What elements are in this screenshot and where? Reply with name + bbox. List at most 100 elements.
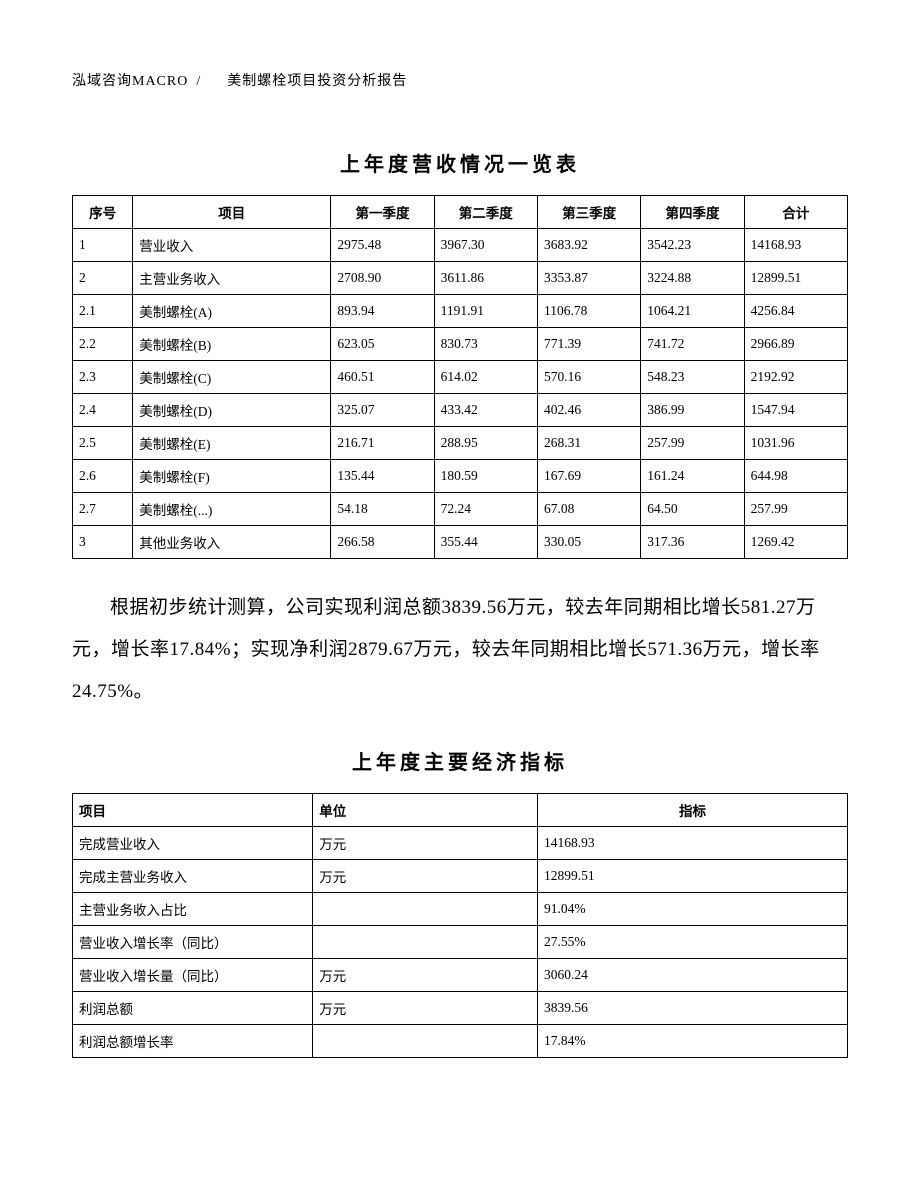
table-row: 2.2美制螺栓(B)623.05830.73771.39741.722966.8… <box>73 328 848 361</box>
table-cell: 1064.21 <box>641 295 744 328</box>
table-cell: 1269.42 <box>744 526 847 559</box>
table-cell: 2975.48 <box>331 229 434 262</box>
th-total: 合计 <box>744 196 847 229</box>
table-cell: 2.5 <box>73 427 133 460</box>
th-q4: 第四季度 <box>641 196 744 229</box>
table-cell: 美制螺栓(D) <box>133 394 331 427</box>
table-cell: 1 <box>73 229 133 262</box>
table-row: 完成主营业务收入万元12899.51 <box>73 860 848 893</box>
table-cell: 548.23 <box>641 361 744 394</box>
table-cell: 美制螺栓(...) <box>133 493 331 526</box>
table-cell: 2966.89 <box>744 328 847 361</box>
table-cell: 325.07 <box>331 394 434 427</box>
table-cell: 其他业务收入 <box>133 526 331 559</box>
table-cell: 570.16 <box>537 361 640 394</box>
table-cell: 830.73 <box>434 328 537 361</box>
table-cell: 美制螺栓(E) <box>133 427 331 460</box>
table-cell: 135.44 <box>331 460 434 493</box>
table-cell: 433.42 <box>434 394 537 427</box>
table-cell: 2708.90 <box>331 262 434 295</box>
table-row: 利润总额增长率17.84% <box>73 1025 848 1058</box>
table-row: 营业收入增长率（同比）27.55% <box>73 926 848 959</box>
table-cell: 万元 <box>313 827 538 860</box>
table-cell: 利润总额增长率 <box>73 1025 313 1058</box>
table-cell: 161.24 <box>641 460 744 493</box>
table-cell: 317.36 <box>641 526 744 559</box>
table-cell: 14168.93 <box>744 229 847 262</box>
table-row: 完成营业收入万元14168.93 <box>73 827 848 860</box>
th-q3: 第三季度 <box>537 196 640 229</box>
table-cell: 14168.93 <box>538 827 848 860</box>
table-row: 3其他业务收入266.58355.44330.05317.361269.42 <box>73 526 848 559</box>
table-cell: 3683.92 <box>537 229 640 262</box>
header-slash: / <box>196 74 201 89</box>
table-cell: 2192.92 <box>744 361 847 394</box>
table-cell: 91.04% <box>538 893 848 926</box>
table-cell <box>313 893 538 926</box>
table-cell: 644.98 <box>744 460 847 493</box>
table-cell: 2.4 <box>73 394 133 427</box>
table-cell: 771.39 <box>537 328 640 361</box>
table-cell: 2.1 <box>73 295 133 328</box>
table-cell: 主营业务收入 <box>133 262 331 295</box>
table-cell: 12899.51 <box>538 860 848 893</box>
th-item: 项目 <box>133 196 331 229</box>
table-cell: 355.44 <box>434 526 537 559</box>
table-cell: 54.18 <box>331 493 434 526</box>
table-cell: 623.05 <box>331 328 434 361</box>
table-cell: 3 <box>73 526 133 559</box>
table-cell: 893.94 <box>331 295 434 328</box>
table-row: 主营业务收入占比 91.04% <box>73 893 848 926</box>
table-cell: 2.6 <box>73 460 133 493</box>
table-cell: 3839.56 <box>538 992 848 1025</box>
table-row: 2.3美制螺栓(C)460.51614.02570.16548.232192.9… <box>73 361 848 394</box>
table-cell: 2.3 <box>73 361 133 394</box>
header-company: 泓域咨询MACRO <box>72 74 188 89</box>
table-cell: 460.51 <box>331 361 434 394</box>
table-cell: 美制螺栓(A) <box>133 295 331 328</box>
analysis-paragraph: 根据初步统计测算，公司实现利润总额3839.56万元，较去年同期相比增长581.… <box>72 587 848 712</box>
table-cell: 营业收入增长率（同比） <box>73 926 313 959</box>
table-cell: 1191.91 <box>434 295 537 328</box>
table-cell: 288.95 <box>434 427 537 460</box>
table-row: 2.4美制螺栓(D)325.07433.42402.46386.991547.9… <box>73 394 848 427</box>
revenue-table: 序号 项目 第一季度 第二季度 第三季度 第四季度 合计 1营业收入2975.4… <box>72 195 848 559</box>
table-cell: 180.59 <box>434 460 537 493</box>
table-cell: 3611.86 <box>434 262 537 295</box>
table-cell: 利润总额 <box>73 992 313 1025</box>
table-cell: 美制螺栓(C) <box>133 361 331 394</box>
indicators-table: 项目 单位 指标 完成营业收入万元14168.93完成主营业务收入万元12899… <box>72 793 848 1058</box>
table-row: 2.7美制螺栓(...)54.1872.2467.0864.50257.99 <box>73 493 848 526</box>
table-cell: 万元 <box>313 860 538 893</box>
table-cell <box>313 1025 538 1058</box>
table-row: 2.6美制螺栓(F)135.44180.59167.69161.24644.98 <box>73 460 848 493</box>
table-cell: 266.58 <box>331 526 434 559</box>
th2-item: 项目 <box>73 794 313 827</box>
table-cell: 完成主营业务收入 <box>73 860 313 893</box>
table-cell: 主营业务收入占比 <box>73 893 313 926</box>
table-cell: 2.7 <box>73 493 133 526</box>
table-cell: 营业收入增长量（同比） <box>73 959 313 992</box>
table-cell: 美制螺栓(F) <box>133 460 331 493</box>
table-cell: 完成营业收入 <box>73 827 313 860</box>
table-cell: 167.69 <box>537 460 640 493</box>
table-cell: 营业收入 <box>133 229 331 262</box>
table-cell: 1031.96 <box>744 427 847 460</box>
th2-unit: 单位 <box>313 794 538 827</box>
table-cell: 12899.51 <box>744 262 847 295</box>
table-cell: 402.46 <box>537 394 640 427</box>
table1-header-row: 序号 项目 第一季度 第二季度 第三季度 第四季度 合计 <box>73 196 848 229</box>
page-header: 泓域咨询MACRO/美制螺栓项目投资分析报告 <box>72 70 848 90</box>
table-cell: 3542.23 <box>641 229 744 262</box>
table-cell: 268.31 <box>537 427 640 460</box>
table-cell: 万元 <box>313 992 538 1025</box>
table-cell: 3224.88 <box>641 262 744 295</box>
table-cell <box>313 926 538 959</box>
table-cell: 216.71 <box>331 427 434 460</box>
table-cell: 741.72 <box>641 328 744 361</box>
table2-header-row: 项目 单位 指标 <box>73 794 848 827</box>
table-row: 营业收入增长量（同比）万元3060.24 <box>73 959 848 992</box>
table-cell: 67.08 <box>537 493 640 526</box>
table-cell: 330.05 <box>537 526 640 559</box>
th2-value: 指标 <box>538 794 848 827</box>
